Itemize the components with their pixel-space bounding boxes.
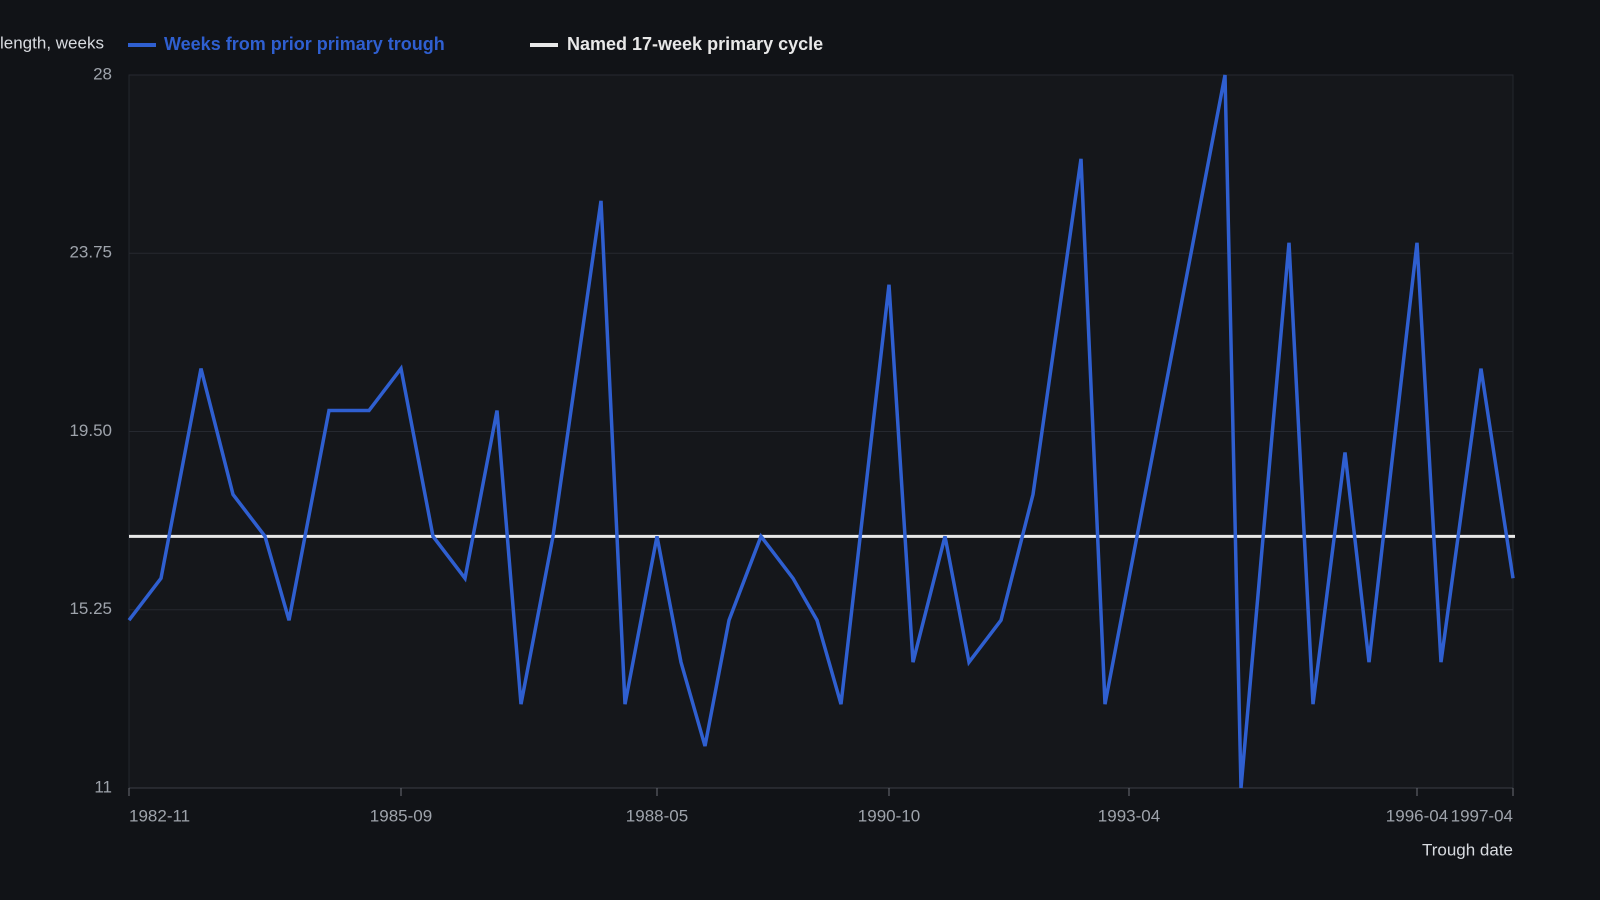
y-tick-label: 28 <box>93 64 112 83</box>
legend-label: Weeks from prior primary trough <box>164 34 445 54</box>
data-line <box>127 74 1515 789</box>
y-axis-label: length, weeks <box>0 33 104 52</box>
x-tick-label: 1985-09 <box>370 806 432 825</box>
x-tick-label: 1997-04 <box>1451 806 1513 825</box>
x-axis-label: Trough date <box>1422 840 1513 859</box>
y-tick-label: 19.50 <box>69 421 112 440</box>
x-tick-label: 1990-10 <box>858 806 920 825</box>
x-tick-label: 1993-04 <box>1098 806 1160 825</box>
y-tick-label: 15.25 <box>69 599 112 618</box>
x-tick-label: 1982-11 <box>129 806 190 825</box>
y-tick-label: 11 <box>94 777 112 796</box>
x-tick-label: 1988-05 <box>626 806 688 825</box>
x-tick-label: 1996-04 <box>1386 806 1448 825</box>
y-tick-label: 23.75 <box>69 243 112 262</box>
legend-label: Named 17-week primary cycle <box>567 34 823 54</box>
